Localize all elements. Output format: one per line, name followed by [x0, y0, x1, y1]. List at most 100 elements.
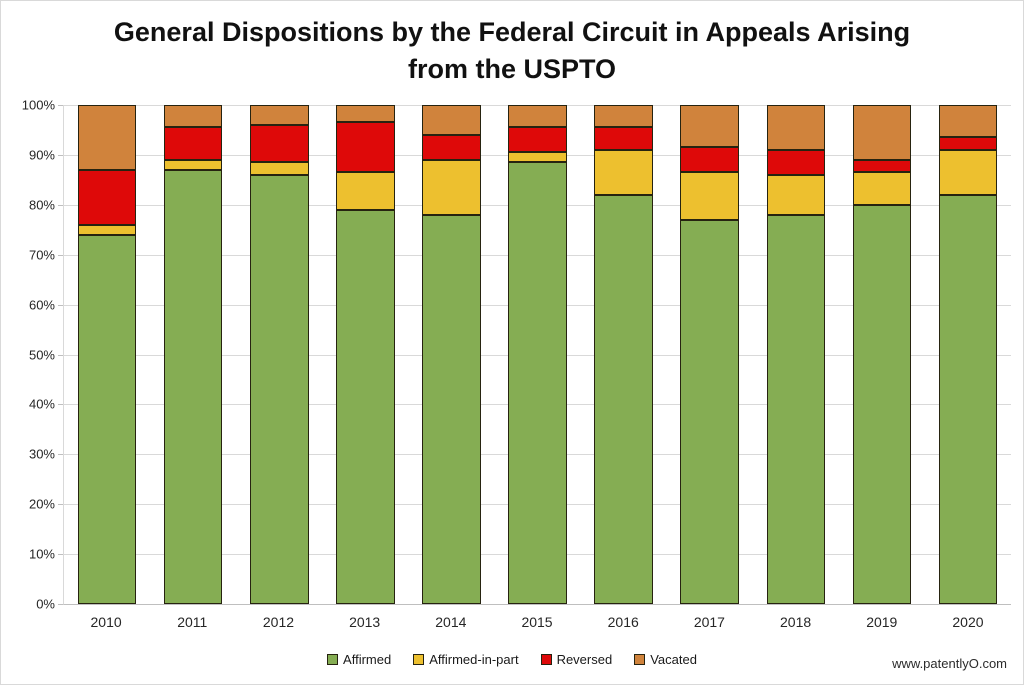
- bar-slot-2011: [150, 105, 236, 604]
- bar-segment-reversed-2010: [77, 169, 137, 225]
- bar-segment-vacated-2016: [594, 105, 653, 128]
- bar-segment-reversed-2014: [422, 134, 481, 160]
- bar-segment-reversed-2019: [852, 159, 912, 173]
- legend-label: Affirmed: [343, 652, 392, 667]
- bar-segment-vacated-2020: [938, 105, 998, 138]
- y-axis-tick-label: 20%: [28, 496, 55, 512]
- bar-segment-affirmed-in-part-2014: [422, 159, 481, 215]
- bar-segment-affirmed-in-part-2010: [77, 224, 137, 235]
- legend-item-reversed: Reversed: [540, 652, 612, 667]
- y-axis-tick-label: 80%: [28, 197, 55, 213]
- chart-title-line1: General Dispositions by the Federal Circ…: [113, 17, 911, 47]
- bar-segment-affirmed-2016: [594, 194, 653, 604]
- y-axis-tick-mark: [58, 404, 63, 406]
- y-axis-tick-label: 30%: [28, 446, 55, 462]
- y-axis-tick-label: 10%: [28, 546, 55, 562]
- bar-segment-vacated-2018: [766, 105, 826, 150]
- bar-segment-affirmed-in-part-2020: [938, 149, 998, 195]
- bar-segment-affirmed-2020: [938, 194, 998, 604]
- y-axis-tick-mark: [58, 604, 63, 605]
- bar-segment-affirmed-2010: [77, 234, 137, 604]
- bar-segment-affirmed-2011: [163, 169, 223, 604]
- stacked-bar-2013: [336, 105, 395, 604]
- legend: Affirmed Affirmed-in-part Reversed Vacated: [1, 652, 1023, 667]
- bar-slot-2016: [581, 105, 667, 604]
- stacked-bar-2012: [249, 105, 309, 604]
- y-axis-tick-mark: [58, 454, 63, 456]
- bar-slot-2013: [322, 105, 408, 604]
- x-axis-label-2017: 2017: [693, 614, 725, 630]
- y-axis-tick-label: 100%: [21, 97, 55, 113]
- bar-segment-reversed-2016: [594, 127, 653, 150]
- bar-segment-vacated-2012: [249, 105, 309, 125]
- stacked-bar-2011: [163, 105, 223, 604]
- bar-segment-vacated-2019: [852, 105, 912, 160]
- chart-title-line2: from the USPTO: [407, 54, 617, 84]
- y-axis-tick-mark: [58, 354, 63, 356]
- bar-segment-vacated-2015: [508, 105, 567, 128]
- x-axis-labels: 2010 2011 2012 2013 2014 2015 2016 2017 2018 2019…: [63, 614, 1011, 630]
- y-axis-tick-mark: [58, 204, 63, 206]
- x-axis-label-2018: 2018: [780, 614, 812, 630]
- x-axis-label-2015: 2015: [521, 614, 553, 630]
- bar-segment-affirmed-2014: [422, 214, 481, 604]
- bar-segment-reversed-2011: [163, 127, 223, 160]
- bar-segment-vacated-2017: [680, 105, 739, 148]
- bar-segment-vacated-2011: [163, 105, 223, 128]
- bar-slot-2010: [64, 105, 150, 604]
- legend-swatch-icon: [327, 654, 339, 665]
- bar-segment-affirmed-in-part-2015: [508, 152, 567, 163]
- bar-segment-affirmed-in-part-2013: [336, 172, 395, 210]
- bar-segment-affirmed-2015: [508, 162, 567, 604]
- legend-swatch-icon: [413, 654, 425, 665]
- bar-segment-reversed-2018: [766, 149, 826, 175]
- bar-segment-vacated-2013: [336, 105, 395, 123]
- legend-item-affirmed: Affirmed: [327, 652, 391, 667]
- bar-segment-reversed-2012: [249, 124, 309, 163]
- y-axis-tick-label: 60%: [28, 297, 55, 313]
- bar-segment-affirmed-2013: [336, 209, 395, 604]
- stacked-bar-2017: [680, 105, 739, 604]
- bar-segment-affirmed-in-part-2016: [594, 149, 653, 195]
- bar-slot-2015: [494, 105, 580, 604]
- y-axis-tick-mark: [58, 504, 63, 506]
- bar-segment-affirmed-in-part-2017: [680, 172, 739, 220]
- legend-swatch-icon: [634, 654, 646, 665]
- bar-slot-2017: [667, 105, 753, 604]
- bar-segment-affirmed-in-part-2011: [163, 159, 223, 170]
- legend-label: Affirmed-in-part: [429, 652, 519, 667]
- y-axis-tick-mark: [58, 554, 63, 556]
- stacked-bar-2019: [852, 105, 912, 604]
- y-axis-tick-label: 90%: [28, 147, 55, 163]
- y-axis-tick-label: 50%: [28, 347, 55, 362]
- x-axis-label-2011: 2011: [177, 614, 208, 630]
- legend-swatch-icon: [540, 654, 552, 665]
- bar-segment-affirmed-2019: [852, 204, 912, 604]
- bars-container: [64, 105, 1011, 604]
- bar-segment-reversed-2013: [336, 122, 395, 173]
- y-axis-tick-mark: [58, 304, 63, 306]
- bar-segment-affirmed-2018: [766, 214, 826, 604]
- x-axis-label-2010: 2010: [90, 614, 122, 630]
- legend-label: Vacated: [650, 652, 697, 667]
- x-axis-label-2019: 2019: [866, 614, 898, 630]
- y-axis-tick-label: 40%: [28, 396, 55, 412]
- legend-item-vacated: Vacated: [634, 652, 697, 667]
- bar-slot-2018: [753, 105, 839, 604]
- stacked-bar-2018: [766, 105, 826, 604]
- x-axis-label-2014: 2014: [435, 614, 467, 630]
- bar-slot-2019: [839, 105, 925, 604]
- bar-segment-reversed-2017: [680, 147, 739, 173]
- bar-segment-vacated-2014: [422, 105, 481, 135]
- stacked-bar-2020: [938, 105, 998, 604]
- bar-segment-affirmed-2012: [249, 174, 309, 604]
- stacked-bar-2014: [422, 105, 481, 604]
- stacked-bar-2015: [508, 105, 567, 604]
- bar-slot-2014: [408, 105, 494, 604]
- y-axis-tick-mark: [58, 254, 63, 256]
- x-axis-label-2013: 2013: [349, 614, 381, 630]
- watermark-text: www.patentlyO.com: [892, 656, 1007, 671]
- stacked-bar-2016: [594, 105, 653, 604]
- x-axis-label-2016: 2016: [607, 614, 639, 630]
